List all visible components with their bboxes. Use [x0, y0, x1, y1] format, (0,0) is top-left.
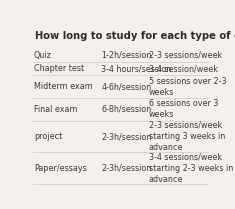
Text: Paper/essays: Paper/essays — [34, 164, 87, 173]
Text: 3-4 hours/session: 3-4 hours/session — [101, 64, 172, 73]
Text: 6-8h/session: 6-8h/session — [101, 105, 152, 114]
Text: 6 sessions over 3
weeks: 6 sessions over 3 weeks — [149, 99, 218, 119]
Text: 2-3h/session: 2-3h/session — [101, 132, 152, 141]
Text: Final exam: Final exam — [34, 105, 77, 114]
Text: 3-4 sessions/week
starting 2-3 weeks in
advance: 3-4 sessions/week starting 2-3 weeks in … — [149, 153, 233, 184]
Text: 2-3h/session: 2-3h/session — [101, 164, 152, 173]
Text: Quiz: Quiz — [34, 51, 52, 60]
Text: 4-6h/session: 4-6h/session — [101, 82, 152, 91]
Text: 1-2h/session: 1-2h/session — [101, 51, 152, 60]
Text: Chapter test: Chapter test — [34, 64, 84, 73]
Text: How long to study for each type of eval: How long to study for each type of eval — [35, 31, 235, 41]
Text: 3-4 session/week: 3-4 session/week — [149, 64, 218, 73]
Text: project: project — [34, 132, 62, 141]
Text: 5 sessions over 2-3
weeks: 5 sessions over 2-3 weeks — [149, 76, 226, 97]
Text: Midterm exam: Midterm exam — [34, 82, 93, 91]
Text: 2-3 sessions/week: 2-3 sessions/week — [149, 51, 222, 60]
Text: 2-3 sessions/week
starting 3 weeks in
advance: 2-3 sessions/week starting 3 weeks in ad… — [149, 121, 225, 152]
